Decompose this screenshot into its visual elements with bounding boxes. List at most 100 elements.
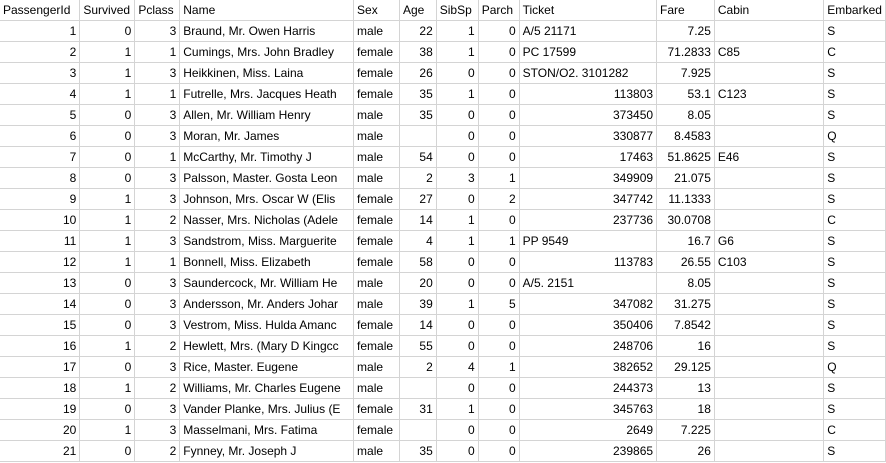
cell-cabin[interactable] xyxy=(714,209,825,231)
cell-sex[interactable]: male xyxy=(353,104,400,126)
cell-ticket[interactable]: 113803 xyxy=(519,83,658,105)
cell-pclass[interactable]: 3 xyxy=(134,293,181,315)
cell-embarked[interactable]: S xyxy=(823,335,886,357)
cell-parch[interactable]: 0 xyxy=(478,335,520,357)
cell-pclass[interactable]: 1 xyxy=(134,83,181,105)
cell-sex[interactable]: female xyxy=(353,188,400,210)
cell-parch[interactable]: 0 xyxy=(478,146,520,168)
cell-age[interactable]: 27 xyxy=(399,188,437,210)
cell-age[interactable]: 55 xyxy=(399,335,437,357)
cell-survived[interactable]: 1 xyxy=(79,335,136,357)
cell-name[interactable]: Williams, Mr. Charles Eugene xyxy=(179,377,355,399)
cell-age[interactable]: 2 xyxy=(399,167,437,189)
cell-fare[interactable]: 29.125 xyxy=(656,356,715,378)
cell-sex[interactable]: female xyxy=(353,314,400,336)
cell-sibsp[interactable]: 0 xyxy=(436,419,479,441)
cell-age[interactable]: 20 xyxy=(399,272,437,294)
cell-name[interactable]: Vander Planke, Mrs. Julius (E xyxy=(179,398,355,420)
cell-embarked[interactable]: C xyxy=(823,209,886,231)
cell-name[interactable]: Heikkinen, Miss. Laina xyxy=(179,62,355,84)
cell-embarked[interactable]: S xyxy=(823,146,886,168)
cell-sibsp[interactable]: 0 xyxy=(436,272,479,294)
cell-embarked[interactable]: S xyxy=(823,398,886,420)
cell-passengerid[interactable]: 2 xyxy=(0,41,81,63)
cell-sex[interactable]: female xyxy=(353,209,400,231)
cell-survived[interactable]: 0 xyxy=(79,293,136,315)
cell-age[interactable]: 2 xyxy=(399,356,437,378)
cell-passengerid[interactable]: 10 xyxy=(0,209,81,231)
cell-fare[interactable]: 18 xyxy=(656,398,715,420)
cell-embarked[interactable]: C xyxy=(823,41,886,63)
cell-name[interactable]: Hewlett, Mrs. (Mary D Kingcc xyxy=(179,335,355,357)
cell-embarked[interactable]: S xyxy=(823,440,886,462)
header-cell-embarked[interactable]: Embarked xyxy=(823,0,886,21)
cell-passengerid[interactable]: 3 xyxy=(0,62,81,84)
cell-parch[interactable]: 0 xyxy=(478,125,520,147)
cell-cabin[interactable]: C123 xyxy=(714,83,825,105)
header-cell-survived[interactable]: Survived xyxy=(79,0,136,21)
cell-sex[interactable]: male xyxy=(353,125,400,147)
cell-name[interactable]: Nasser, Mrs. Nicholas (Adele xyxy=(179,209,355,231)
cell-name[interactable]: Fynney, Mr. Joseph J xyxy=(179,440,355,462)
cell-embarked[interactable]: S xyxy=(823,20,886,42)
header-cell-cabin[interactable]: Cabin xyxy=(714,0,825,21)
cell-cabin[interactable] xyxy=(714,20,825,42)
cell-name[interactable]: Cumings, Mrs. John Bradley xyxy=(179,41,355,63)
cell-cabin[interactable] xyxy=(714,419,825,441)
cell-parch[interactable]: 0 xyxy=(478,41,520,63)
cell-sibsp[interactable]: 0 xyxy=(436,251,479,273)
cell-sex[interactable]: male xyxy=(353,272,400,294)
cell-sex[interactable]: male xyxy=(353,167,400,189)
cell-pclass[interactable]: 1 xyxy=(134,251,181,273)
cell-pclass[interactable]: 3 xyxy=(134,188,181,210)
cell-ticket[interactable]: 244373 xyxy=(519,377,658,399)
cell-survived[interactable]: 0 xyxy=(79,125,136,147)
cell-fare[interactable]: 8.4583 xyxy=(656,125,715,147)
cell-pclass[interactable]: 3 xyxy=(134,314,181,336)
cell-ticket[interactable]: 113783 xyxy=(519,251,658,273)
cell-sibsp[interactable]: 1 xyxy=(436,41,479,63)
cell-parch[interactable]: 2 xyxy=(478,188,520,210)
cell-sibsp[interactable]: 0 xyxy=(436,314,479,336)
cell-embarked[interactable]: S xyxy=(823,293,886,315)
cell-ticket[interactable]: A/5 21171 xyxy=(519,20,658,42)
cell-passengerid[interactable]: 8 xyxy=(0,167,81,189)
cell-sex[interactable]: male xyxy=(353,293,400,315)
header-cell-fare[interactable]: Fare xyxy=(656,0,715,21)
cell-name[interactable]: Johnson, Mrs. Oscar W (Elis xyxy=(179,188,355,210)
cell-embarked[interactable]: S xyxy=(823,251,886,273)
cell-sibsp[interactable]: 1 xyxy=(436,209,479,231)
cell-embarked[interactable]: S xyxy=(823,188,886,210)
cell-passengerid[interactable]: 11 xyxy=(0,230,81,252)
cell-survived[interactable]: 1 xyxy=(79,83,136,105)
cell-survived[interactable]: 0 xyxy=(79,146,136,168)
cell-pclass[interactable]: 3 xyxy=(134,398,181,420)
cell-sex[interactable]: female xyxy=(353,335,400,357)
header-cell-name[interactable]: Name xyxy=(179,0,355,21)
cell-parch[interactable]: 1 xyxy=(478,230,520,252)
cell-ticket[interactable]: 248706 xyxy=(519,335,658,357)
header-cell-pclass[interactable]: Pclass xyxy=(134,0,181,21)
cell-ticket[interactable]: 350406 xyxy=(519,314,658,336)
cell-cabin[interactable] xyxy=(714,125,825,147)
cell-embarked[interactable]: S xyxy=(823,314,886,336)
cell-pclass[interactable]: 3 xyxy=(134,125,181,147)
cell-ticket[interactable]: 347082 xyxy=(519,293,658,315)
cell-fare[interactable]: 30.0708 xyxy=(656,209,715,231)
cell-parch[interactable]: 0 xyxy=(478,440,520,462)
cell-cabin[interactable] xyxy=(714,356,825,378)
cell-sex[interactable]: female xyxy=(353,419,400,441)
cell-ticket[interactable]: 2649 xyxy=(519,419,658,441)
cell-cabin[interactable] xyxy=(714,293,825,315)
cell-sibsp[interactable]: 1 xyxy=(436,83,479,105)
cell-embarked[interactable]: S xyxy=(823,104,886,126)
cell-sibsp[interactable]: 1 xyxy=(436,20,479,42)
cell-pclass[interactable]: 3 xyxy=(134,62,181,84)
cell-fare[interactable]: 31.275 xyxy=(656,293,715,315)
cell-ticket[interactable]: A/5. 2151 xyxy=(519,272,658,294)
cell-passengerid[interactable]: 21 xyxy=(0,440,81,462)
cell-fare[interactable]: 8.05 xyxy=(656,104,715,126)
header-cell-passengerid[interactable]: PassengerId xyxy=(0,0,81,21)
cell-age[interactable]: 14 xyxy=(399,209,437,231)
cell-ticket[interactable]: 17463 xyxy=(519,146,658,168)
